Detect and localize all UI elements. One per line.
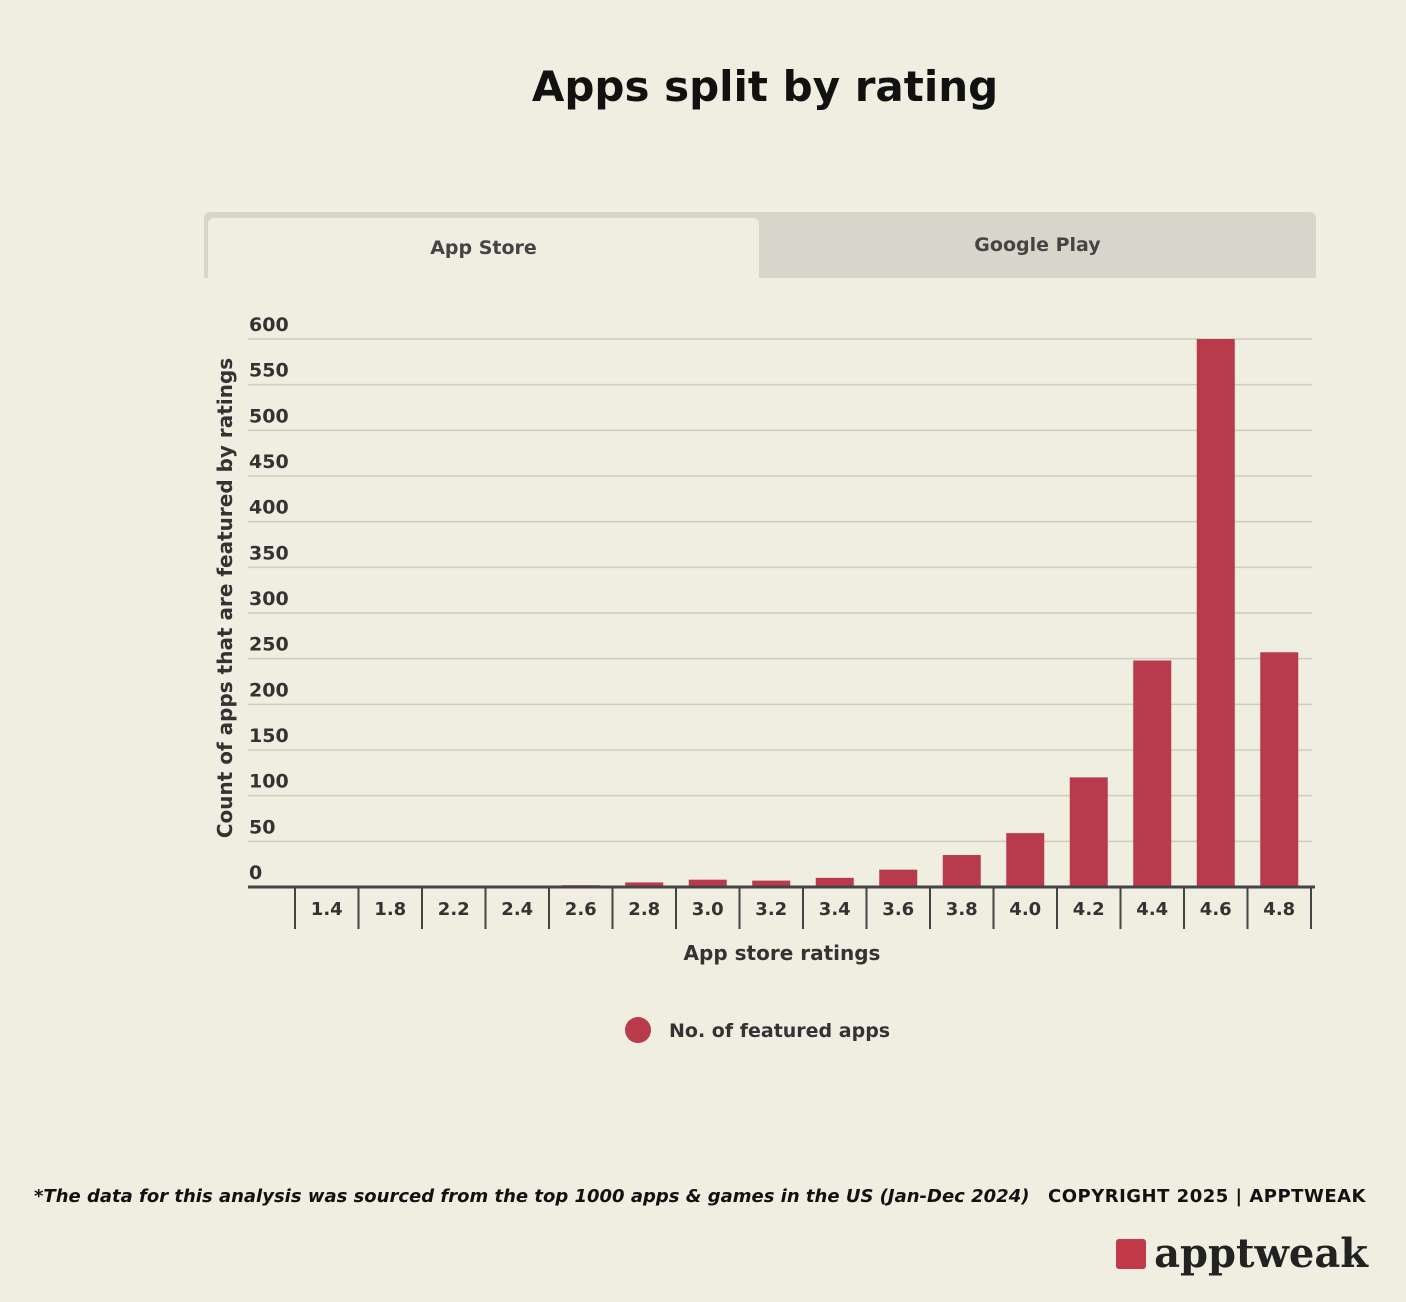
- y-tick-label: 550: [249, 360, 289, 382]
- bar: [1133, 660, 1172, 887]
- x-tick-label: 4.0: [1009, 899, 1041, 920]
- x-axis-label: App store ratings: [684, 941, 881, 965]
- bar-chart: 0 50 100 150 200 250 300 350 400 450 500 550 600 1.4 1…: [213, 314, 1315, 1043]
- tab-app-store[interactable]: App Store: [208, 218, 759, 278]
- x-tick-label: 2.6: [565, 899, 597, 920]
- x-tick-label: 3.4: [819, 899, 851, 920]
- copyright: COPYRIGHT 2025 | APPTWEAK: [1047, 1186, 1366, 1207]
- bar: [815, 877, 854, 887]
- x-tick-label: 2.2: [438, 899, 470, 920]
- y-tick-label: 600: [249, 314, 289, 336]
- y-tick-label: 250: [249, 634, 289, 656]
- x-tick-label: 4.2: [1073, 899, 1105, 920]
- y-tick-label: 450: [249, 451, 289, 473]
- bar: [625, 882, 664, 887]
- x-tick-label: 2.4: [501, 899, 533, 920]
- x-tick-label: 4.6: [1200, 899, 1232, 920]
- bar: [1069, 777, 1108, 887]
- x-tick-label: 3.0: [692, 899, 724, 920]
- y-tick-label: 100: [249, 771, 289, 793]
- y-tick-label: 0: [249, 862, 262, 884]
- y-tick-label: 300: [249, 588, 289, 610]
- y-tick-label: 500: [249, 405, 289, 427]
- tab-google-play[interactable]: Google Play: [974, 234, 1101, 256]
- legend-marker: [625, 1017, 651, 1043]
- bar: [1260, 652, 1299, 887]
- data-source-note: *The data for this analysis was sourced …: [34, 1186, 1030, 1207]
- y-tick-label: 200: [249, 679, 289, 701]
- apptweak-logo: apptweak: [1116, 1234, 1368, 1274]
- y-tick-label: 50: [249, 816, 275, 838]
- y-axis-label: Count of apps that are featured by ratin…: [213, 358, 237, 838]
- bar: [688, 879, 727, 887]
- bar: [1196, 339, 1235, 887]
- y-tick-label: 150: [249, 725, 289, 747]
- bar: [752, 880, 791, 887]
- logo-chart-icon: [1116, 1239, 1147, 1269]
- x-tick-label: 1.4: [311, 899, 343, 920]
- legend-label: No. of featured apps: [669, 1020, 890, 1042]
- y-tick-label: 350: [249, 542, 289, 564]
- x-tick-label: 2.8: [628, 899, 660, 920]
- store-tabs: App Store Google Play: [204, 212, 1316, 278]
- x-tick-label: 4.8: [1263, 899, 1295, 920]
- x-tick-label: 4.4: [1136, 899, 1168, 920]
- x-tick-label: 1.8: [374, 899, 406, 920]
- y-tick-label: 400: [249, 497, 289, 519]
- bar: [942, 855, 981, 887]
- bar: [1006, 833, 1045, 887]
- x-tick-label: 3.6: [882, 899, 914, 920]
- x-tick-label: 3.2: [755, 899, 787, 920]
- logo-text: apptweak: [1154, 1230, 1368, 1277]
- bar: [879, 869, 918, 887]
- x-tick-label: 3.8: [946, 899, 978, 920]
- chart-title: Apps split by rating: [531, 62, 999, 111]
